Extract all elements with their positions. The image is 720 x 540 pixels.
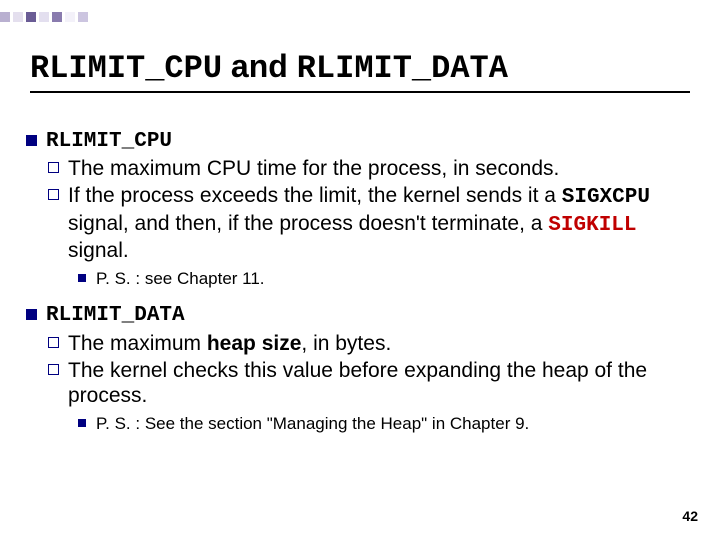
ps-note: P. S. : See the section "Managing the He… — [96, 414, 692, 434]
content: RLIMIT_CPU The maximum CPU time for the … — [0, 99, 720, 434]
list-item: The maximum heap size, in bytes. — [68, 331, 692, 356]
text: P. S. : See the section "Managing the He… — [96, 414, 529, 433]
decor-squares — [0, 12, 88, 22]
text: , in bytes. — [301, 332, 391, 355]
bold-text: heap size — [207, 332, 302, 355]
title-wrap: RLIMIT_CPU and RLIMIT_DATA — [0, 0, 720, 99]
section-rlimit-cpu: RLIMIT_CPU The maximum CPU time for the … — [46, 129, 692, 289]
decor-sq — [78, 12, 88, 22]
title-code-2: RLIMIT_DATA — [297, 50, 508, 87]
signal-code-red: SIGKILL — [548, 214, 636, 237]
section-head: RLIMIT_DATA — [46, 303, 692, 328]
decor-sq — [26, 12, 36, 22]
text: signal. — [68, 239, 129, 262]
text: The maximum — [68, 332, 207, 355]
page-number: 42 — [682, 508, 698, 524]
text: P. S. : see Chapter 11. — [96, 269, 265, 288]
text: signal, and then, if the process doesn't… — [68, 212, 548, 235]
title-mid: and — [222, 48, 297, 84]
text: If the process exceeds the limit, the ke… — [68, 184, 562, 207]
decor-sq — [52, 12, 62, 22]
title-code-1: RLIMIT_CPU — [30, 50, 222, 87]
ps-note: P. S. : see Chapter 11. — [96, 269, 692, 289]
list-item: If the process exceeds the limit, the ke… — [68, 183, 692, 263]
text: The maximum CPU time for the process, in… — [68, 157, 559, 180]
slide-title: RLIMIT_CPU and RLIMIT_DATA — [30, 48, 690, 93]
decor-sq — [13, 12, 23, 22]
decor-sq — [0, 12, 10, 22]
text: The kernel checks this value before expa… — [68, 359, 647, 407]
list-item: The maximum CPU time for the process, in… — [68, 156, 692, 181]
decor-sq — [65, 12, 75, 22]
section-head: RLIMIT_CPU — [46, 129, 692, 154]
section-rlimit-data: RLIMIT_DATA The maximum heap size, in by… — [46, 303, 692, 434]
signal-code: SIGXCPU — [562, 186, 650, 209]
list-item: The kernel checks this value before expa… — [68, 358, 692, 408]
decor-sq — [39, 12, 49, 22]
